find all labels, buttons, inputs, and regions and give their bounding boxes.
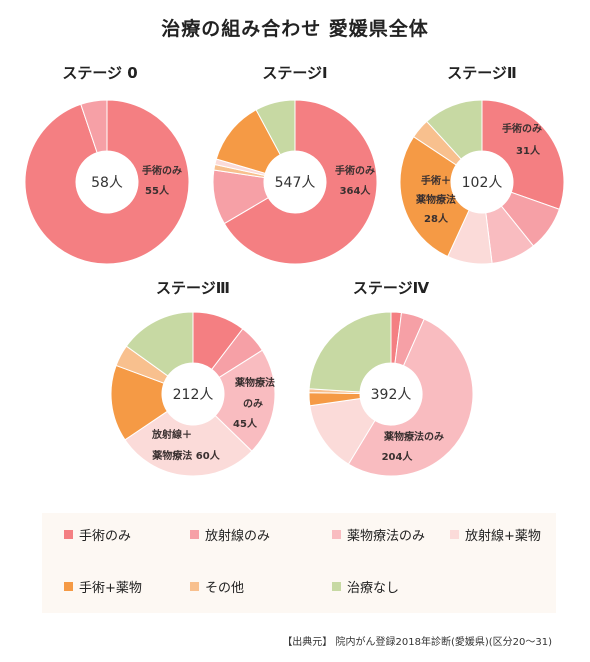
slice-annotation: 手術＋ <box>421 174 451 187</box>
donut-slice <box>426 99 483 160</box>
legend-item: 放射線+薬物 <box>450 525 541 544</box>
stage-title: ステージⅣ <box>352 279 430 297</box>
slice-annotation: 薬物療法 <box>234 376 275 389</box>
legend-label: 薬物療法のみ <box>347 529 426 544</box>
slice-annotation: 薬物療法 <box>415 193 456 206</box>
legend-label: 手術のみ <box>79 529 132 544</box>
total-label: 392人 <box>371 387 412 403</box>
legend-swatch <box>190 582 199 591</box>
legend-item: 手術のみ <box>64 525 131 544</box>
legend-swatch <box>450 530 459 539</box>
total-label: 102人 <box>462 175 503 191</box>
donut-slice <box>214 349 276 452</box>
donut-slice <box>399 136 470 258</box>
slice-annotation: 手術のみ <box>142 164 182 177</box>
total-label: 58人 <box>91 175 123 191</box>
slice-annotation: 薬物療法 60人 <box>151 449 220 462</box>
donut-slice <box>124 410 253 477</box>
legend-item: 治療なし <box>332 577 399 596</box>
donut-slice <box>347 318 474 477</box>
slice-annotation: のみ <box>243 398 263 410</box>
slice-annotation: 31人 <box>516 144 541 157</box>
slice-annotation: 28人 <box>424 212 449 225</box>
legend-swatch <box>64 582 73 591</box>
legend-swatch <box>332 582 341 591</box>
slice-annotation: 55人 <box>145 184 170 197</box>
legend-item: その他 <box>190 577 244 596</box>
slice-annotation: 薬物療法のみ <box>383 430 444 443</box>
slice-annotation: 204人 <box>382 450 414 463</box>
donut-slice <box>80 99 108 154</box>
legend-label: 放射線+薬物 <box>465 529 541 544</box>
donut-slice <box>125 311 194 377</box>
legend: 手術のみ 放射線のみ 薬物療法のみ 放射線+薬物手術+薬物 その他 治療なし <box>42 513 556 613</box>
legend-swatch <box>64 530 73 539</box>
slice-annotation: 364人 <box>340 184 372 197</box>
legend-label: その他 <box>205 581 245 596</box>
legend-label: 放射線のみ <box>205 529 271 544</box>
donut-slice <box>223 99 378 265</box>
stage-title: ステージ 0 <box>62 64 138 82</box>
slice-annotation: 45人 <box>233 417 258 430</box>
stage-title: ステージⅡ <box>447 64 517 82</box>
chart-title: 治療の組み合わせ 愛媛県全体 <box>161 18 429 40</box>
legend-item: 薬物療法のみ <box>332 525 425 544</box>
donut-slice <box>24 99 190 265</box>
slice-annotation: 手術のみ <box>502 122 542 135</box>
legend-label: 治療なし <box>347 581 400 596</box>
legend-swatch <box>190 530 199 539</box>
legend-label: 手術+薬物 <box>79 581 142 596</box>
slice-annotation: 手術のみ <box>335 164 375 177</box>
source-note: 【出典元】 院内がん登録2018年診断(愛媛県)(区分20～31) <box>282 637 552 648</box>
slice-annotation: 放射線＋ <box>151 428 192 441</box>
donut-slice <box>308 311 392 393</box>
stage-title: ステージⅠ <box>262 64 328 82</box>
legend-item: 手術+薬物 <box>64 577 142 596</box>
legend-item: 放射線のみ <box>190 525 270 544</box>
total-label: 212人 <box>173 387 214 403</box>
legend-swatch <box>332 530 341 539</box>
donut-slice <box>481 99 565 210</box>
stage-title: ステージⅢ <box>156 279 230 297</box>
donut-slice <box>255 99 296 156</box>
total-label: 547人 <box>275 175 316 191</box>
